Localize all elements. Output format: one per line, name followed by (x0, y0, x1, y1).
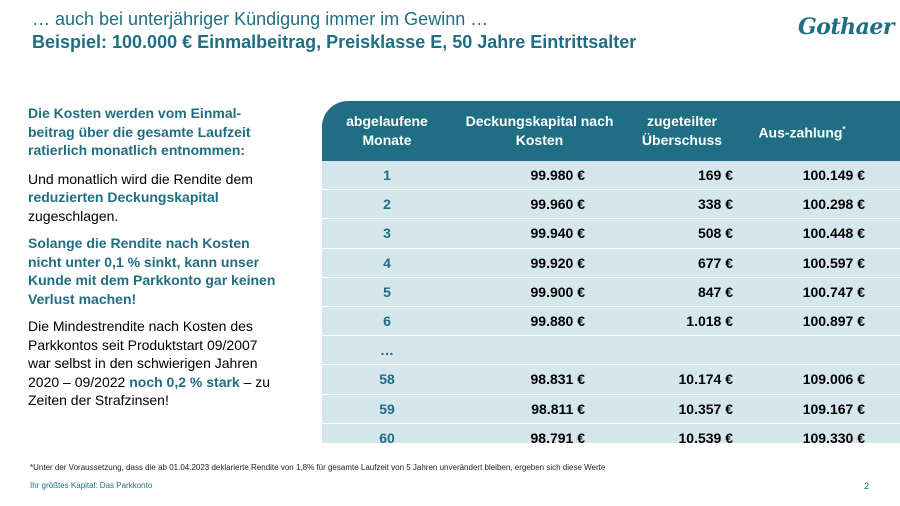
table-header: abgelaufene Monate Deckungskapital nach … (322, 101, 900, 161)
no-loss-paragraph: Solange die Rendite nach Kosten nicht un… (28, 235, 276, 307)
cell-surplus: 169 € (697, 167, 733, 184)
payout-table: abgelaufene Monate Deckungskapital nach … (322, 101, 900, 443)
cell-capital: 99.940 € (530, 225, 586, 242)
footer-text: Ihr größtes Kapital: Das Parkkonto (30, 481, 153, 490)
cell-capital: 99.980 € (530, 167, 586, 184)
header-payout-label: Aus-zahlung (758, 124, 843, 141)
cell-months: 58 (379, 371, 395, 388)
minimum-return-text-start: Die Mindestrendite nach Kosten des Parkk… (28, 318, 258, 390)
cell-surplus: 847 € (697, 283, 733, 300)
table-row: 1 99.980 € 169 € 100.149 € (322, 161, 900, 191)
reduced-capital-highlight: reduzierten Deckungskapital (28, 189, 219, 205)
minimum-return-paragraph: Die Mindestrendite nach Kosten des Parkk… (28, 317, 278, 410)
cell-payout: 109.330 € (802, 429, 865, 443)
cell-payout: 100.298 € (802, 196, 865, 213)
cell-months: 4 (383, 254, 391, 271)
cell-surplus: 508 € (697, 225, 733, 242)
costs-paragraph: Die Kosten werden vom Einmal-beitrag übe… (28, 105, 251, 158)
return-text-start: Und monatlich wird die Rendite dem (28, 170, 253, 187)
table-row: 6 99.880 € 1.018 € 100.897 € (322, 307, 900, 337)
footnote: *Unter der Voraussetzung, dass die ab 01… (30, 463, 606, 472)
cell-months: 1 (383, 167, 391, 184)
cell-payout: 100.897 € (802, 313, 865, 330)
cell-months: 3 (383, 225, 391, 242)
cell-capital: 98.831 € (530, 371, 586, 388)
table-row: 2 99.960 € 338 € 100.298 € (322, 190, 900, 220)
cell-months: … (380, 342, 394, 359)
gothaer-logo: Gothaer (798, 14, 894, 40)
cell-surplus: 677 € (697, 254, 733, 271)
header-capital: Deckungskapital nach Kosten (465, 113, 614, 148)
header-payout: Aus-zahlung* (737, 120, 867, 143)
cell-payout: 109.006 € (802, 371, 865, 388)
table-row: 60 98.791 € 10.539 € 109.330 € (322, 424, 900, 443)
cell-surplus: 1.018 € (686, 313, 733, 330)
cell-capital: 99.880 € (530, 313, 586, 330)
return-text-end: zugeschlagen. (28, 207, 119, 224)
cell-months: 5 (383, 283, 391, 300)
minimum-return-text-end: – zu Zeiten der Strafzinsen! (28, 373, 271, 409)
cell-surplus: 338 € (697, 196, 733, 213)
footnote-mark: * (842, 124, 846, 134)
cell-payout: 100.747 € (802, 283, 865, 300)
cell-months: 60 (379, 429, 395, 443)
cell-payout: 100.448 € (802, 225, 865, 242)
explanation-text: Die Kosten werden vom Einmal-beitrag übe… (28, 104, 278, 410)
table-row: 58 98.831 € 10.174 € 109.006 € (322, 365, 900, 395)
cell-capital: 99.900 € (530, 283, 586, 300)
return-paragraph: Und monatlich wird die Rendite dem reduz… (28, 170, 278, 226)
cell-months: 2 (383, 196, 391, 213)
cell-surplus: 10.174 € (678, 371, 734, 388)
table-row: … (322, 336, 900, 366)
table-row: 4 99.920 € 677 € 100.597 € (322, 249, 900, 278)
cell-capital: 98.811 € (531, 400, 585, 417)
cell-months: 59 (379, 400, 395, 417)
table-row: 5 99.900 € 847 € 100.747 € (322, 278, 900, 307)
table-body: 1 99.980 € 169 € 100.149 € 2 99.960 € 338 € 100… (322, 161, 900, 443)
table-row: 59 98.811 € 10.357 € 109.167 € (322, 395, 900, 424)
cell-payout: 100.597 € (802, 254, 865, 271)
cell-capital: 99.960 € (530, 196, 586, 213)
cell-payout: 109.167 € (802, 400, 865, 417)
cell-capital: 98.791 € (530, 429, 586, 443)
header-surplus: zugeteilter Überschuss (641, 113, 723, 148)
header-months: abgelaufene Monate (346, 113, 428, 148)
minimum-return-highlight: noch 0,2 % stark (129, 373, 240, 390)
page-number: 2 (864, 481, 870, 491)
cell-capital: 99.920 € (530, 254, 586, 271)
slide-title: … auch bei unterjähriger Kündigung immer… (32, 8, 636, 54)
table-row: 3 99.940 € 508 € 100.448 € (322, 219, 900, 249)
cell-months: 6 (383, 313, 391, 330)
cell-payout: 100.149 € (802, 167, 865, 184)
title-line-2: Beispiel: 100.000 € Einmalbeitrag, Preis… (32, 32, 637, 52)
title-line-1: … auch bei unterjähriger Kündigung immer… (32, 9, 489, 29)
cell-surplus: 10.539 € (678, 429, 734, 443)
cell-surplus: 10.357 € (678, 400, 734, 417)
